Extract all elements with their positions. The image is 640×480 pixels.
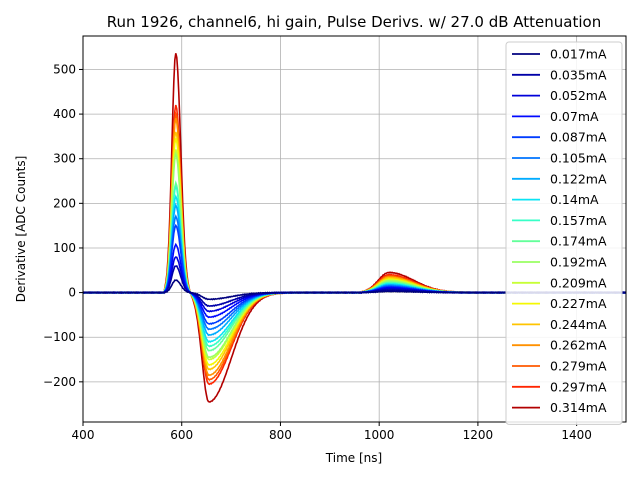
legend-label: 0.07mA xyxy=(550,109,599,124)
legend-label: 0.227mA xyxy=(550,296,607,311)
legend-label: 0.035mA xyxy=(550,67,607,82)
y-tick-label: 100 xyxy=(53,241,76,255)
legend-label: 0.192mA xyxy=(550,255,607,270)
y-axis-label: Derivative [ADC Counts] xyxy=(14,156,28,303)
x-axis-label: Time [ns] xyxy=(325,451,382,465)
y-tick-label: −200 xyxy=(43,375,76,389)
chart-title: Run 1926, channel6, hi gain, Pulse Deriv… xyxy=(107,13,601,31)
legend-label: 0.262mA xyxy=(550,338,607,353)
x-tick-label: 400 xyxy=(72,428,95,442)
y-tick-label: 300 xyxy=(53,152,76,166)
x-tick-label: 1000 xyxy=(364,428,395,442)
legend-label: 0.244mA xyxy=(550,317,607,332)
y-tick-label: 400 xyxy=(53,107,76,121)
legend-label: 0.052mA xyxy=(550,88,607,103)
legend-label: 0.087mA xyxy=(550,130,607,145)
axes: 400 600 800 1000 1200 1400 −200 −100 0 100 200 300 4… xyxy=(43,35,627,442)
legend-label: 0.14mA xyxy=(550,192,599,207)
legend: 0.017mA 0.035mA 0.052mA 0.07mA 0.087mA 0.105m… xyxy=(505,41,623,425)
legend-label: 0.279mA xyxy=(550,359,607,374)
y-tick-label: 500 xyxy=(53,62,76,76)
legend-label: 0.314mA xyxy=(550,400,607,415)
legend-label: 0.105mA xyxy=(550,151,607,166)
y-tick-label: 0 xyxy=(68,286,76,300)
legend-label: 0.174mA xyxy=(550,234,607,249)
y-tick-label: 200 xyxy=(53,196,76,210)
x-tick-label: 1400 xyxy=(561,428,592,442)
x-tick-label: 1200 xyxy=(463,428,494,442)
legend-label: 0.209mA xyxy=(550,275,607,290)
legend-label: 0.297mA xyxy=(550,379,607,394)
y-tick-label: −100 xyxy=(43,330,76,344)
plot-frame xyxy=(82,35,627,423)
legend-label: 0.122mA xyxy=(550,171,607,186)
x-tick-label: 800 xyxy=(269,428,292,442)
x-tick-label: 600 xyxy=(170,428,193,442)
legend-label: 0.017mA xyxy=(550,47,607,62)
legend-label: 0.157mA xyxy=(550,213,607,228)
